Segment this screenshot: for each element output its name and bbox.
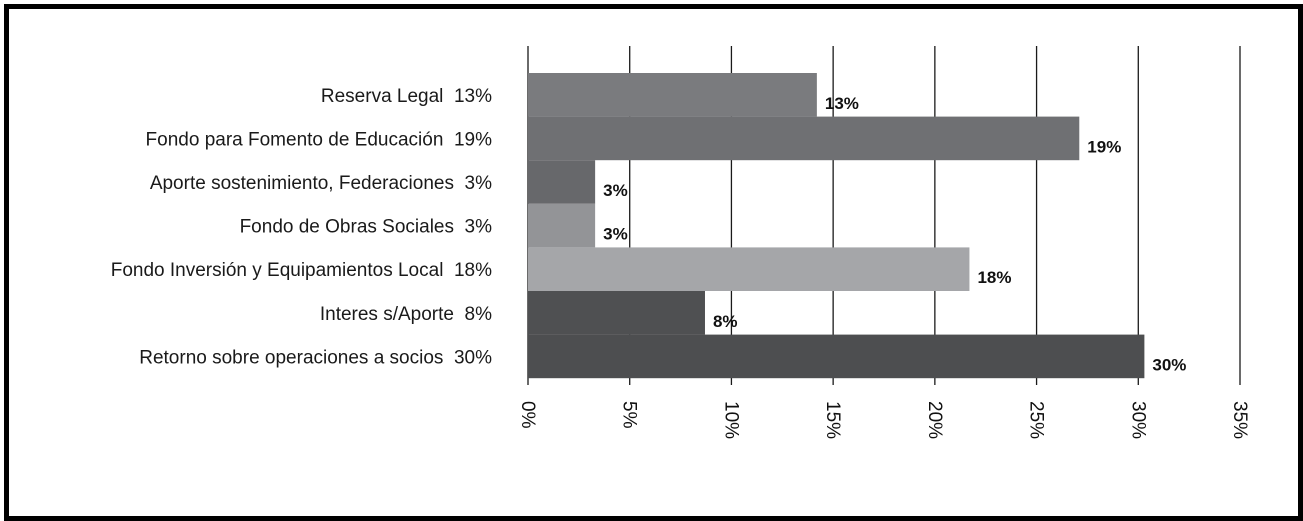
x-tick-label: 0% xyxy=(517,401,538,429)
data-label: 3% xyxy=(603,181,628,200)
chart-frame: Reserva Legal 13% Fondo para Fomento de E… xyxy=(4,4,1303,521)
bar-chart: Reserva Legal 13% Fondo para Fomento de E… xyxy=(111,46,1250,439)
category-label: Fondo Inversión y Equipamientos Local 18… xyxy=(111,260,492,281)
bar xyxy=(528,160,596,204)
data-labels: 13% 19% 3% 3% 18% 8% 30% xyxy=(603,94,1186,375)
data-label: 18% xyxy=(977,268,1011,287)
bar xyxy=(528,334,1145,379)
category-label: Fondo para Fomento de Educación 19% xyxy=(146,129,493,150)
category-label: Reserva Legal 13% xyxy=(321,86,492,107)
bar xyxy=(528,291,705,335)
category-labels: Reserva Legal 13% Fondo para Fomento de E… xyxy=(111,86,492,369)
x-tick-label: 25% xyxy=(1026,401,1047,439)
bars xyxy=(528,73,1145,379)
data-label: 19% xyxy=(1087,137,1121,156)
x-tick-label: 30% xyxy=(1127,401,1148,439)
data-label: 8% xyxy=(713,312,738,331)
x-tick-label: 35% xyxy=(1229,401,1250,439)
bar xyxy=(528,203,596,248)
x-tick-label: 15% xyxy=(822,401,843,439)
x-tick-label: 5% xyxy=(619,401,640,429)
bar xyxy=(528,247,970,291)
category-label: Retorno sobre operaciones a socios 30% xyxy=(139,347,492,368)
x-tick-labels: 0% 5% 10% 15% 20% 25% 30% 35% xyxy=(517,401,1250,439)
x-tick-label: 10% xyxy=(720,401,741,439)
x-tick-label: 20% xyxy=(924,401,945,439)
category-label: Aporte sostenimiento, Federaciones 3% xyxy=(150,173,492,194)
data-label: 30% xyxy=(1152,355,1186,374)
category-label: Fondo de Obras Sociales 3% xyxy=(240,217,493,238)
bar xyxy=(528,73,817,117)
data-label: 13% xyxy=(825,94,859,113)
bar xyxy=(528,116,1080,161)
data-label: 3% xyxy=(603,225,628,244)
category-label: Interes s/Aporte 8% xyxy=(320,304,492,325)
